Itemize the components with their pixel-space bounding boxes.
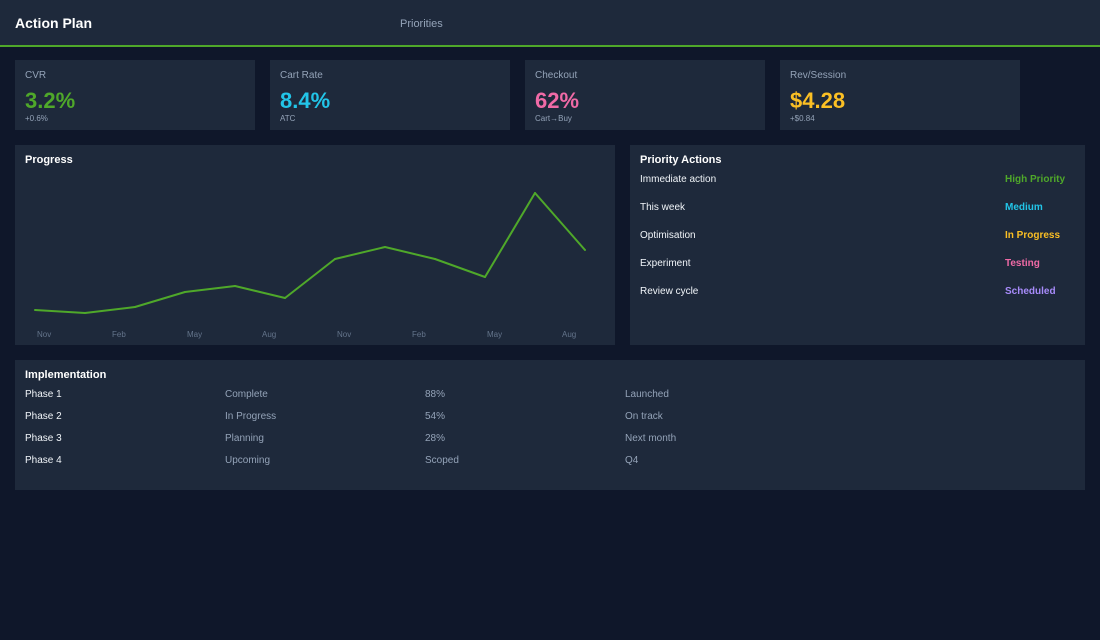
action-name: Review cycle bbox=[640, 286, 699, 297]
x-tick-label: May bbox=[487, 330, 502, 339]
phase-state: In Progress bbox=[225, 411, 277, 422]
action-row-review-cycle[interactable]: Review cycle Scheduled bbox=[640, 286, 1085, 300]
kpi-label: Rev/Session bbox=[790, 70, 847, 81]
phase-name: Phase 3 bbox=[25, 433, 62, 444]
priority-actions-title: Priority Actions bbox=[640, 154, 722, 166]
table-row: Phase 2 In Progress 54% On track bbox=[25, 411, 1075, 425]
action-row-optimisation[interactable]: Optimisation In Progress bbox=[640, 230, 1085, 244]
phase-state: Complete bbox=[225, 389, 268, 400]
data-point bbox=[84, 312, 86, 314]
tab-priorities[interactable]: Priorities bbox=[400, 18, 443, 30]
data-point bbox=[284, 297, 286, 299]
phase-name: Phase 1 bbox=[25, 389, 62, 400]
phase-percent: 88% bbox=[425, 389, 446, 400]
x-tick-label: Feb bbox=[412, 330, 426, 339]
phase-percent: Scoped bbox=[425, 455, 459, 466]
action-status-badge: High Priority bbox=[1005, 174, 1066, 185]
table-row: Phase 3 Planning 28% Next month bbox=[25, 433, 1075, 447]
x-tick-label: Aug bbox=[262, 330, 276, 339]
page-title: Action Plan bbox=[15, 15, 93, 31]
action-name: This week bbox=[640, 202, 686, 213]
phase-state: Upcoming bbox=[225, 455, 271, 466]
action-status-badge: In Progress bbox=[1005, 230, 1061, 241]
kpi-subtext: ATC bbox=[280, 114, 296, 123]
phase-note: Launched bbox=[625, 389, 669, 400]
data-point bbox=[534, 192, 536, 194]
app-header: Action Plan Priorities bbox=[0, 0, 1100, 47]
action-status-badge: Medium bbox=[1005, 202, 1043, 213]
data-point bbox=[384, 246, 386, 248]
kpi-subtext: +0.6% bbox=[25, 114, 48, 123]
table-row: Phase 1 Complete 88% Launched bbox=[25, 389, 1075, 403]
kpi-subtext: Cart→Buy bbox=[535, 114, 572, 123]
phase-percent: 54% bbox=[425, 411, 446, 422]
kpi-value: 62% bbox=[535, 88, 580, 113]
kpi-value: $4.28 bbox=[790, 88, 846, 113]
data-point bbox=[184, 291, 186, 293]
kpi-subtext: +$0.84 bbox=[790, 114, 815, 123]
implementation-panel: Implementation Phase 1 Complete 88% Laun… bbox=[15, 360, 1085, 490]
phase-name: Phase 2 bbox=[25, 411, 62, 422]
kpi-card-checkout: Checkout 62% Cart→Buy bbox=[525, 60, 765, 130]
phase-note: On track bbox=[625, 411, 663, 422]
kpi-label: CVR bbox=[25, 70, 47, 81]
kpi-value: 3.2% bbox=[25, 88, 76, 113]
kpi-card-cvr: CVR 3.2% +0.6% bbox=[15, 60, 255, 130]
data-point bbox=[584, 249, 586, 251]
data-point bbox=[434, 258, 436, 260]
x-tick-label: Nov bbox=[37, 330, 51, 339]
data-point bbox=[334, 258, 336, 260]
data-point bbox=[134, 306, 136, 308]
action-name: Experiment bbox=[640, 258, 691, 269]
kpi-value: 8.4% bbox=[280, 88, 331, 113]
x-tick-label: Aug bbox=[562, 330, 576, 339]
action-status-badge: Testing bbox=[1005, 258, 1040, 269]
action-name: Immediate action bbox=[640, 174, 717, 185]
action-status-badge: Scheduled bbox=[1005, 286, 1056, 297]
action-name: Optimisation bbox=[640, 230, 696, 241]
data-point bbox=[234, 285, 236, 287]
phase-state: Planning bbox=[225, 433, 264, 444]
kpi-label: Checkout bbox=[535, 70, 578, 81]
phase-note: Next month bbox=[625, 433, 677, 444]
action-row-experiment[interactable]: Experiment Testing bbox=[640, 258, 1085, 272]
data-point bbox=[484, 276, 486, 278]
x-tick-label: Nov bbox=[337, 330, 351, 339]
progress-panel: Progress Nov Feb May Aug Nov Feb May Aug bbox=[15, 145, 615, 345]
progress-series-line bbox=[34, 192, 586, 314]
progress-chart: Nov Feb May Aug Nov Feb May Aug bbox=[34, 192, 586, 339]
action-row-this-week[interactable]: This week Medium bbox=[640, 202, 1085, 216]
phase-name: Phase 4 bbox=[25, 455, 62, 466]
phase-percent: 28% bbox=[425, 433, 446, 444]
kpi-card-rev-session: Rev/Session $4.28 +$0.84 bbox=[780, 60, 1020, 130]
progress-title: Progress bbox=[25, 154, 73, 166]
kpi-card-cart-rate: Cart Rate 8.4% ATC bbox=[270, 60, 510, 130]
action-row-immediate[interactable]: Immediate action High Priority bbox=[640, 174, 1085, 188]
kpi-label: Cart Rate bbox=[280, 70, 323, 81]
data-point bbox=[34, 309, 36, 311]
table-row: Phase 4 Upcoming Scoped Q4 bbox=[25, 455, 1075, 469]
implementation-title: Implementation bbox=[25, 369, 107, 381]
priority-actions-panel: Priority Actions Immediate action High P… bbox=[630, 145, 1085, 345]
x-tick-label: May bbox=[187, 330, 202, 339]
phase-note: Q4 bbox=[625, 455, 639, 466]
x-tick-label: Feb bbox=[112, 330, 126, 339]
